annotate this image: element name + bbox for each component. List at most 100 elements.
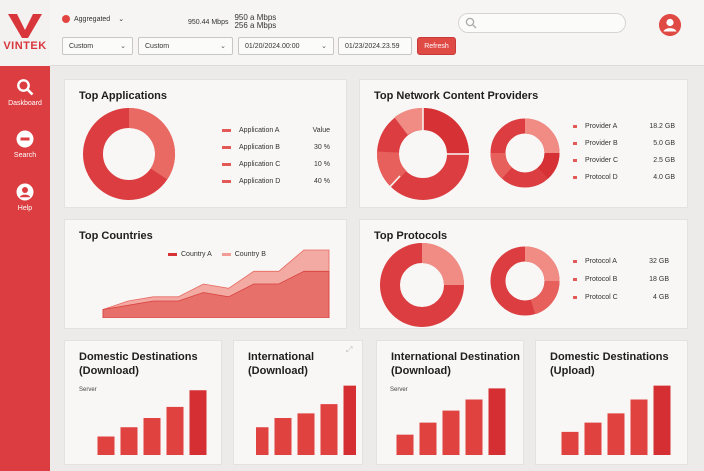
card-international-destination: International Destination (Download) Serv…	[376, 340, 524, 465]
countries-legend: Country A Country B	[168, 251, 266, 258]
bar	[297, 413, 315, 455]
vintek-logo: VINTEK	[0, 0, 50, 66]
donut-slice	[394, 108, 424, 136]
donut-slice	[128, 107, 176, 180]
date-from-field[interactable]: 01/20/2024.00:00 ⌄	[238, 37, 334, 55]
international-download-bar-chart	[256, 385, 356, 455]
sidebar-item-label: Daskboard	[8, 100, 42, 107]
date-to-field[interactable]: 01/23/2024.23.59	[338, 37, 412, 55]
legend-item: Country B	[221, 251, 266, 258]
aggregate-label: Aggregated	[74, 15, 111, 23]
brand-name: VINTEK	[3, 40, 47, 52]
card-international-download: International (Download) ⤢	[233, 340, 363, 465]
card-top-providers: Top Network Content Providers Provider A…	[359, 79, 688, 208]
card-top-countries: Top Countries Country A Country B	[64, 219, 347, 329]
bandwidth-total: 950.44 Mbps	[188, 18, 229, 26]
chevron-down-icon: ⌄	[118, 16, 125, 23]
legend-item: Provider C 2.5 GB	[573, 152, 675, 169]
bar	[488, 388, 506, 455]
expand-icon[interactable]: ⤢	[346, 345, 353, 354]
bar	[442, 410, 460, 455]
bar	[465, 399, 483, 455]
sidebar-item-label: Search	[13, 152, 37, 159]
card-title: International (Download)	[248, 351, 315, 377]
applications-legend: Application A Value Application B 30 % App…	[222, 122, 330, 190]
providers-donut-1	[377, 108, 469, 200]
donut-slice	[524, 246, 560, 282]
bar	[630, 399, 648, 455]
legend-item: Country A	[168, 251, 212, 258]
card-domestic-download: Domestic Destinations (Download) Server	[64, 340, 222, 465]
bar	[120, 427, 138, 455]
aggregate-selector[interactable]: Aggregated ⌄	[62, 15, 124, 23]
legend-item: Provider B 5.0 GB	[573, 135, 675, 152]
search-icon	[465, 17, 477, 29]
bar	[396, 434, 414, 455]
date-from-value: 01/20/2024.00:00	[245, 42, 300, 50]
protocols-legend: Protocol A 32 GB Protocol B 18 GB Protocol…	[573, 252, 669, 306]
bar	[189, 390, 207, 455]
chevron-down-icon: ⌄	[220, 43, 226, 50]
applications-donut	[83, 107, 176, 200]
card-domestic-upload: Domestic Destinations (Upload)	[535, 340, 688, 465]
donut-slice	[490, 152, 513, 179]
protocols-donut-2	[490, 246, 560, 316]
sidebar-item-dashboard[interactable]: Daskboard	[0, 78, 50, 107]
sidebar-item-help[interactable]: Help	[0, 183, 50, 212]
top-bar: Aggregated ⌄ 950.44 Mbps 950 a Mbps 256 …	[50, 0, 704, 66]
international-destination-bar-chart	[396, 388, 506, 455]
domestic-download-bar-chart	[97, 390, 207, 455]
search-icon	[17, 79, 34, 96]
legend-item: Application D 40 %	[222, 173, 330, 190]
server-label: Server	[390, 387, 408, 393]
bar	[343, 385, 356, 455]
filter-2-value: Custom	[145, 42, 170, 50]
legend-item: Protocol D 4.0 GB	[573, 169, 675, 186]
filter-select-2[interactable]: Custom ⌄	[138, 37, 233, 55]
legend-item: Application A Value	[222, 122, 330, 139]
legend-item: Protocol B 18 GB	[573, 270, 669, 288]
sidebar: Daskboard Search Help	[0, 66, 50, 471]
legend-item: Application C 10 %	[222, 156, 330, 173]
card-title: Top Applications	[79, 90, 167, 102]
countries-area-chart	[102, 249, 330, 318]
area-series-country-b	[102, 270, 330, 318]
donut-slice	[421, 243, 464, 286]
protocols-donut-1	[380, 243, 464, 327]
filter-select-1[interactable]: Custom ⌄	[62, 37, 133, 55]
legend-item: Application B 30 %	[222, 139, 330, 156]
providers-legend: Provider A 18.2 GB Provider B 5.0 GB Provi…	[573, 118, 675, 186]
card-title: Domestic Destinations (Upload)	[550, 351, 669, 377]
date-to-value: 01/23/2024.23.59	[345, 42, 400, 50]
bandwidth-display: 950.44 Mbps 950 a Mbps 256 a Mbps	[188, 14, 276, 30]
bar	[419, 422, 437, 455]
bar	[584, 422, 602, 455]
bar	[143, 418, 161, 455]
bar	[320, 404, 338, 455]
bar	[256, 427, 269, 455]
bar	[653, 385, 671, 455]
search-input[interactable]	[458, 13, 626, 33]
user-icon	[16, 183, 34, 201]
legend-item: Provider A 18.2 GB	[573, 118, 675, 135]
server-label: Server	[79, 387, 97, 393]
donut-slice	[530, 280, 560, 315]
donut-slice	[524, 118, 560, 154]
providers-donut-2	[490, 118, 560, 188]
refresh-button[interactable]: Refresh	[417, 37, 456, 55]
bar	[166, 406, 184, 455]
bar	[607, 413, 625, 455]
bar	[274, 418, 292, 455]
domestic-upload-bar-chart	[561, 385, 671, 455]
bandwidth-down: 950 a Mbps	[234, 13, 277, 22]
sidebar-item-search[interactable]: Search	[0, 130, 50, 159]
donut-slice	[422, 108, 469, 155]
card-title: International Destination (Download)	[391, 351, 520, 377]
bar	[561, 431, 579, 455]
card-title: Top Network Content Providers	[374, 90, 539, 102]
user-avatar-icon[interactable]	[659, 14, 681, 36]
chevron-down-icon: ⌄	[120, 43, 126, 50]
donut-slice	[377, 151, 407, 188]
aggregate-dot-icon	[62, 15, 70, 23]
card-title: Top Countries	[79, 230, 153, 242]
